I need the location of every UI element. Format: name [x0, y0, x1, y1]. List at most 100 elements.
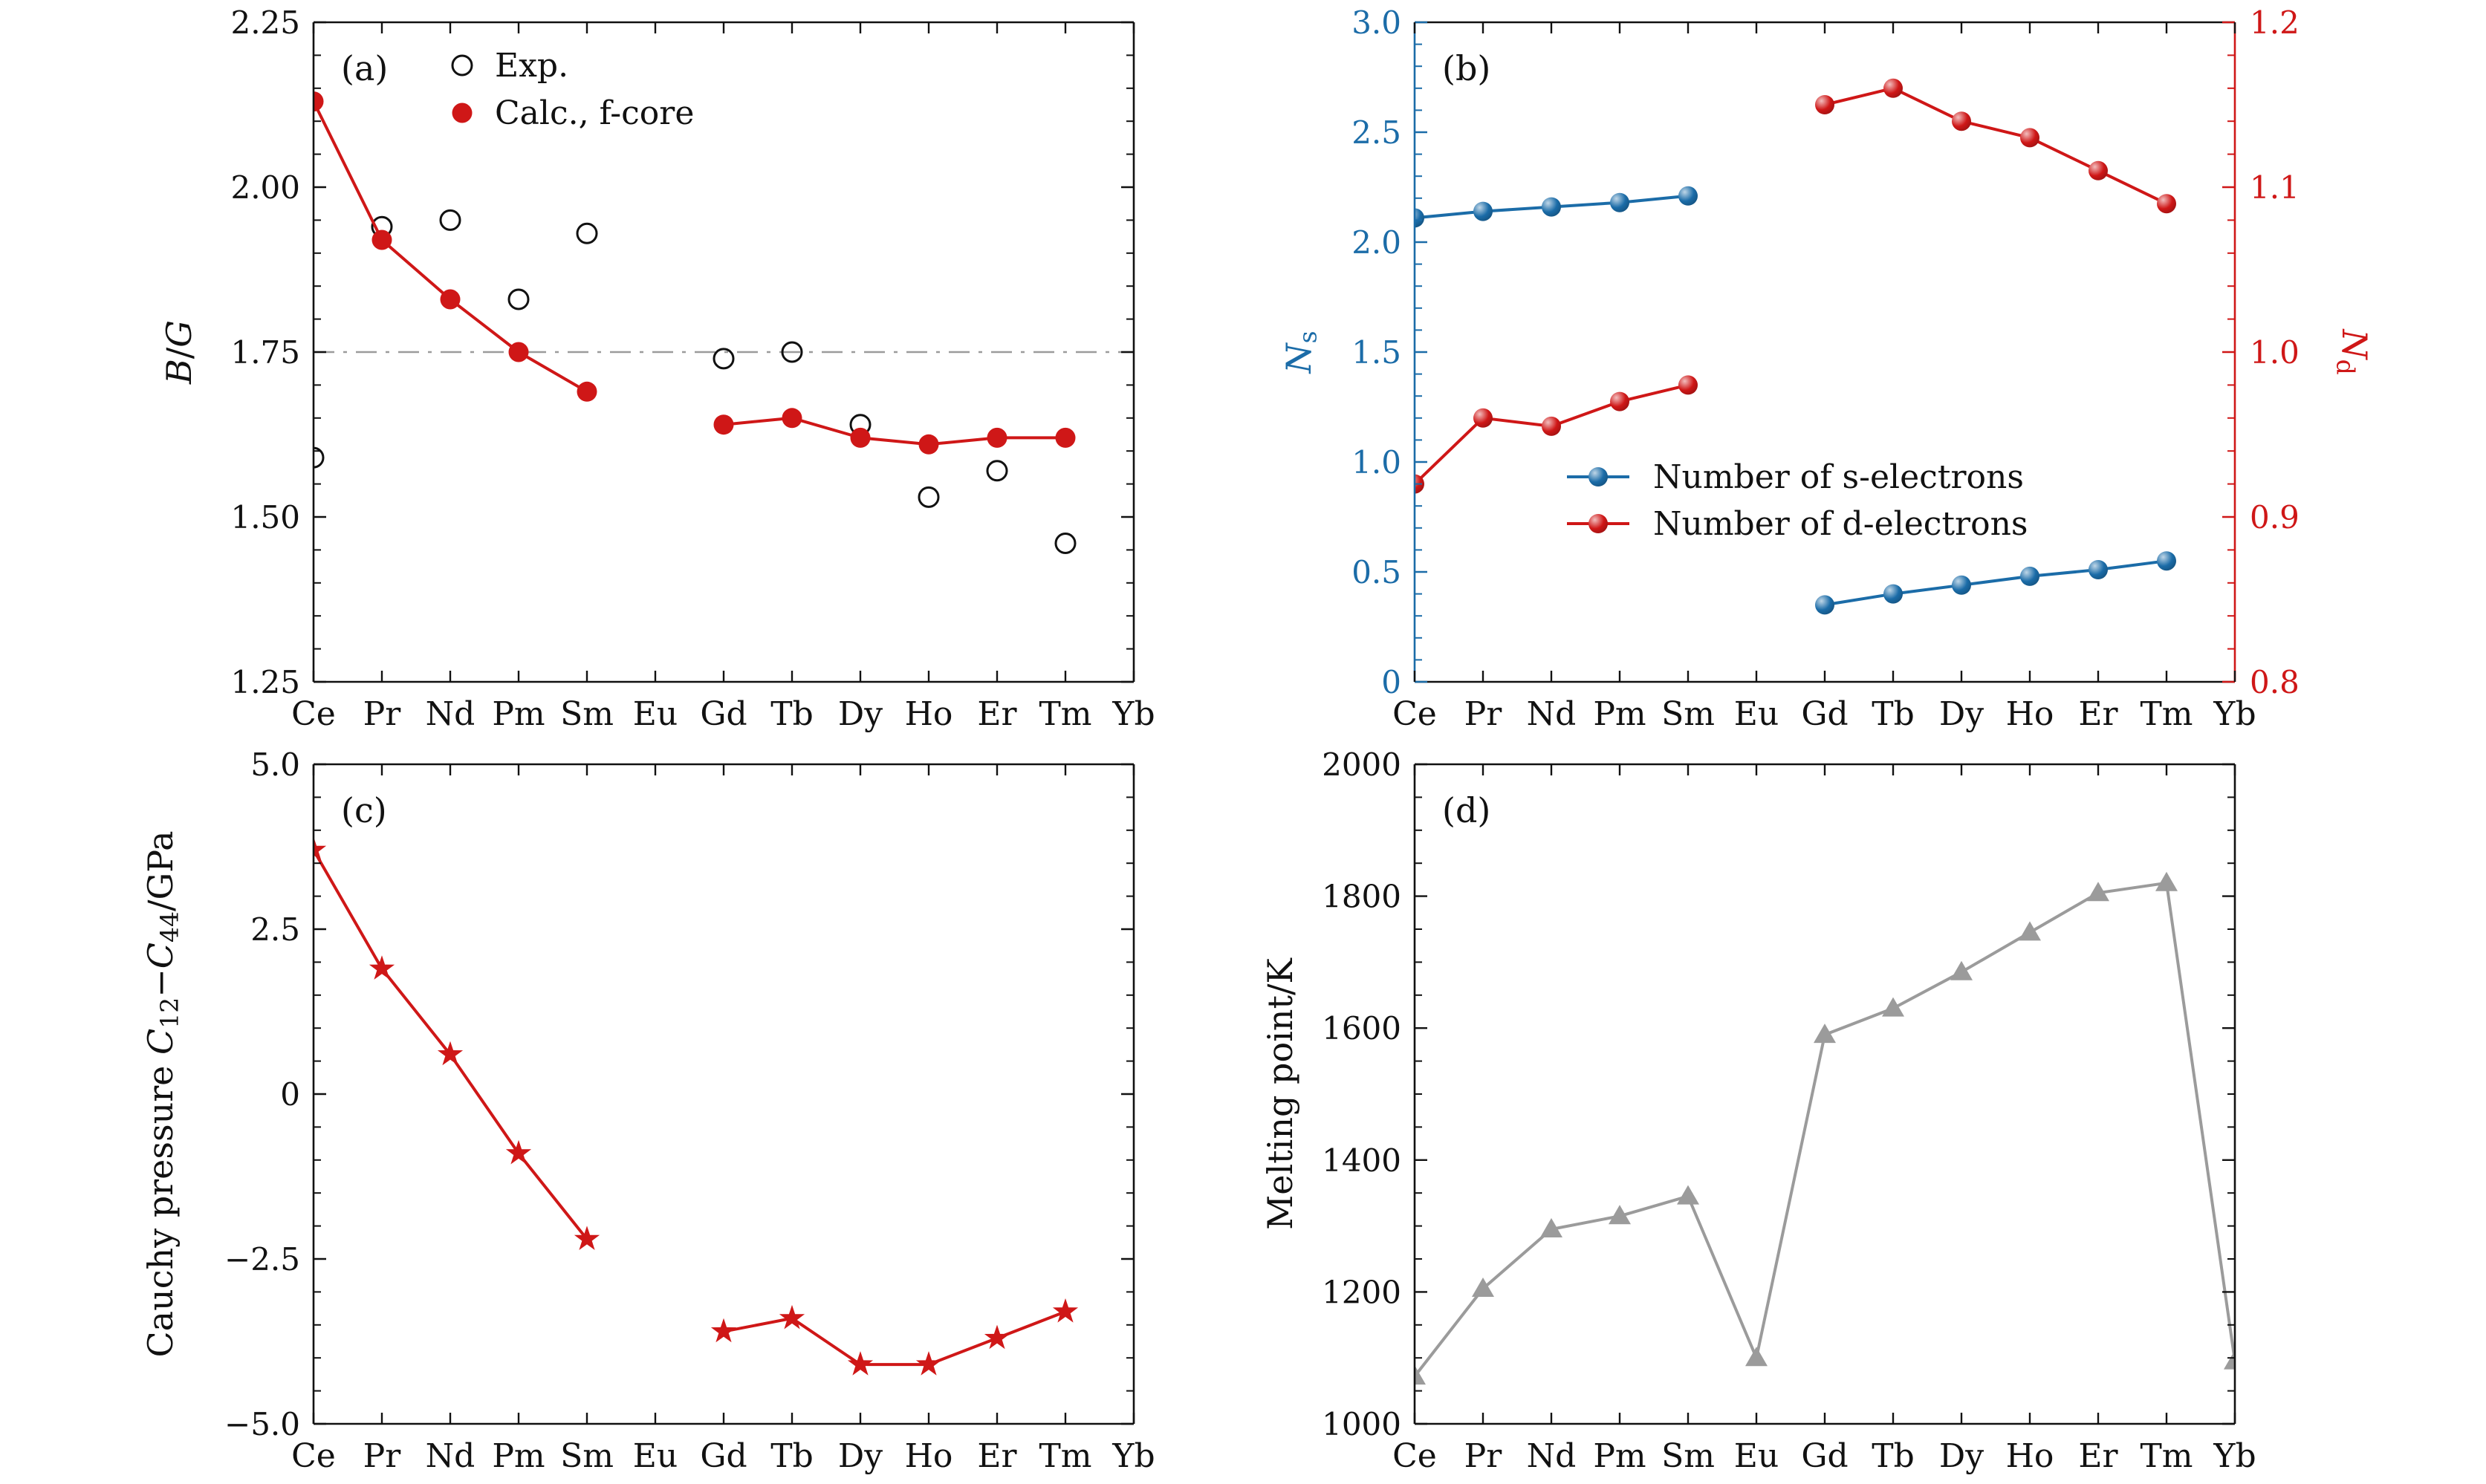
- series-cauchy-pressure: [313, 836, 1079, 1376]
- ball-marker: [2089, 560, 2108, 579]
- x-tick-label-sm: Sm: [1661, 695, 1715, 733]
- x-tick-label-er: Er: [2078, 1437, 2118, 1475]
- y-tick-label-1.0: 1.0: [1351, 444, 1401, 481]
- right-tick-label-1.1: 1.1: [2250, 169, 2300, 206]
- x-tick-label-tb: Tb: [1872, 1437, 1915, 1475]
- x-tick-label-tm: Tm: [2140, 1437, 2193, 1475]
- open-circle-marker: [576, 222, 598, 244]
- filled-circle-marker: [313, 91, 324, 112]
- star-marker: [313, 836, 327, 861]
- panel-label-a: (a): [341, 48, 388, 88]
- panel-b-series-layer: [1414, 78, 2176, 615]
- triangle-marker: [1814, 1023, 1836, 1044]
- x-tick-label-gd: Gd: [700, 695, 747, 733]
- ball-marker: [1883, 584, 1903, 604]
- y-tick-label-1600: 1600: [1322, 1010, 1401, 1047]
- right-tick-label-0.9: 0.9: [2250, 499, 2300, 536]
- star-marker: [915, 1351, 942, 1376]
- triangle-marker: [2087, 882, 2109, 902]
- x-tick-label-gd: Gd: [1801, 695, 1848, 733]
- y-axis-label: Ns: [1279, 331, 1322, 374]
- open-circle-marker: [507, 288, 530, 310]
- ball-marker: [1414, 208, 1424, 228]
- panel-c-cauchy-pressure-chart: −5.0 −2.5 0 2.5 5.0 Ce Pr Nd Pm Sm Eu Gd Tb Dy Ho Er Tm Y…: [0, 742, 1243, 1484]
- x-tick-label-yb: Yb: [1111, 1437, 1155, 1475]
- y-tick-label-1200: 1200: [1322, 1274, 1401, 1310]
- filled-circle-marker: [987, 427, 1007, 448]
- y-tick-label-3.0: 3.0: [1351, 4, 1401, 41]
- x-tick-label-gd: Gd: [700, 1437, 747, 1475]
- x-tick-label-ho: Ho: [905, 695, 953, 733]
- filled-circle-marker: [850, 427, 871, 448]
- y-tick-label-1.75: 1.75: [230, 334, 300, 371]
- x-tick-label-pm: Pm: [1593, 1437, 1646, 1475]
- x-tick-label-pr: Pr: [1464, 1437, 1503, 1475]
- x-tick-label-eu: Eu: [1734, 695, 1779, 733]
- open-circle-marker: [713, 348, 735, 370]
- filled-circle-marker: [713, 414, 734, 435]
- filled-circle-marker: [440, 289, 461, 310]
- star-marker: [779, 1304, 805, 1330]
- y-tick-label-5.0: 5.0: [250, 746, 300, 783]
- x-tick-label-nd: Nd: [1527, 695, 1577, 733]
- panel-b-legend: Number of s-electrons Number of d-electro…: [1567, 458, 2028, 543]
- x-tick-label-pm: Pm: [1593, 695, 1646, 733]
- x-tick-label-ce: Ce: [1392, 1437, 1437, 1475]
- right-tick-label-1.2: 1.2: [2250, 4, 2300, 41]
- x-tick-label-nd: Nd: [426, 695, 476, 733]
- panel-c-svg: −5.0 −2.5 0 2.5 5.0 Ce Pr Nd Pm Sm Eu Gd Tb Dy Ho Er Tm Y…: [140, 746, 1155, 1475]
- y-tick-label-1400: 1400: [1322, 1142, 1401, 1179]
- x-tick-label-pm: Pm: [492, 695, 545, 733]
- panel-b-electron-numbers-chart: 0 0.5 1.0 1.5 2.0 2.5 3.0 0.8 0.9 1.0 1.1 1.2 Ce Pr Nd…: [1243, 0, 2486, 742]
- panel-c-series-layer: [313, 836, 1079, 1376]
- y-tick-label-2.25: 2.25: [230, 4, 300, 41]
- filled-circle-marker: [1055, 427, 1076, 448]
- x-tick-label-dy: Dy: [838, 1437, 883, 1475]
- ball-marker: [1542, 197, 1561, 217]
- x-tick-label-pr: Pr: [1464, 695, 1503, 733]
- filled-circle-marker: [577, 381, 597, 402]
- filled-circle-marker: [918, 434, 939, 455]
- y-tick-label-0: 0: [280, 1076, 300, 1113]
- x-tick-label-eu: Eu: [1734, 1437, 1779, 1475]
- x-tick-label-dy: Dy: [1939, 695, 1984, 733]
- series-number-of-d-electrons: [1414, 78, 2176, 494]
- x-tick-label-pr: Pr: [363, 695, 402, 733]
- x-tick-label-tb: Tb: [770, 695, 814, 733]
- x-tick-label-tm: Tm: [1039, 695, 1091, 733]
- y-axis-label: Cauchy pressure C12−C44/GPa: [140, 830, 184, 1357]
- ball-marker: [1588, 514, 1608, 533]
- triangle-marker: [1745, 1347, 1768, 1367]
- series-exp: [313, 209, 1077, 554]
- panel-a-svg: 1.25 1.50 1.75 2.00 2.25 Ce Pr Nd Pm Sm Eu Gd Tb Dy Ho…: [159, 4, 1155, 733]
- x-tick-label-pm: Pm: [492, 1437, 545, 1475]
- panel-a-legend: Exp. Calc., f-core: [451, 47, 694, 132]
- open-circle-marker: [451, 54, 473, 77]
- ball-marker: [1678, 375, 1698, 395]
- panel-b-svg: 0 0.5 1.0 1.5 2.0 2.5 3.0 0.8 0.9 1.0 1.1 1.2 Ce Pr Nd…: [1279, 4, 2375, 733]
- x-tick-label-er: Er: [977, 695, 1017, 733]
- star-marker: [1052, 1298, 1079, 1323]
- star-marker: [505, 1139, 532, 1165]
- star-marker: [574, 1226, 600, 1250]
- x-tick-label-gd: Gd: [1801, 1437, 1848, 1475]
- x-tick-label-er: Er: [2078, 695, 2118, 733]
- x-tick-label-tb: Tb: [1872, 695, 1915, 733]
- triangle-marker: [1677, 1185, 1699, 1205]
- y-tick-label-2.0: 2.0: [1351, 224, 1401, 261]
- filled-circle-marker: [452, 102, 473, 123]
- x-tick-label-er: Er: [977, 1437, 1017, 1475]
- y-axis-label: B/G: [159, 320, 199, 385]
- y-tick-label-−5.0: −5.0: [224, 1406, 300, 1442]
- panel-a-b-over-g-chart: 1.25 1.50 1.75 2.00 2.25 Ce Pr Nd Pm Sm Eu Gd Tb Dy Ho…: [0, 0, 1243, 742]
- series-number-of-s-electrons: [1414, 186, 2176, 615]
- x-tick-label-dy: Dy: [838, 695, 883, 733]
- ball-marker: [1952, 575, 1971, 595]
- ball-marker: [1815, 95, 1834, 114]
- ball-marker: [1588, 467, 1608, 486]
- star-marker: [984, 1324, 1010, 1350]
- open-circle-marker: [439, 209, 461, 231]
- x-tick-label-yb: Yb: [1111, 695, 1155, 733]
- x-tick-label-eu: Eu: [633, 1437, 678, 1475]
- panel-d-svg: 1000 1200 1400 1600 1800 2000 Ce Pr Nd Pm Sm Eu Gd Tb…: [1260, 746, 2256, 1475]
